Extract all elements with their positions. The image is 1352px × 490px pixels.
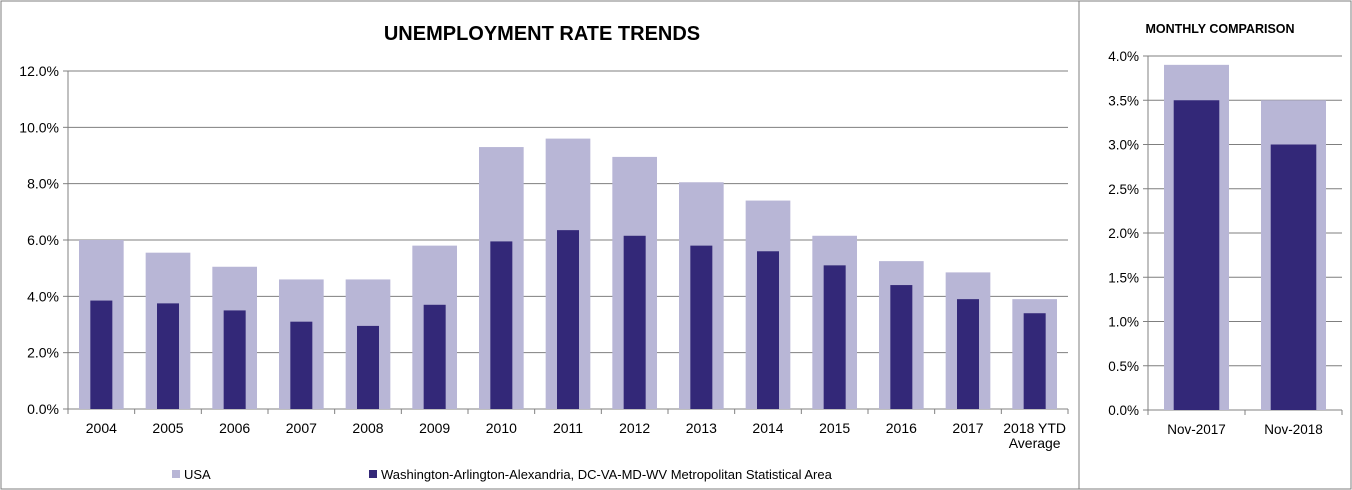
main-x-tick-label: 2016 [886,420,917,436]
monthly-y-axis-labels: 0.0% 0.5% 1.0% 1.5% 2.0% 2.5% 3.0% 3.5% 4.0% [1108,49,1139,418]
side-y-tick-label: 0.0% [1108,403,1139,418]
side-bar-metro [1173,100,1220,410]
left-panel-border [0,0,1080,490]
main-x-tick-label: 2005 [152,420,183,436]
main-y-axis-labels: 0.0% 2.0% 4.0% 6.0% 8.0% 10.0% 12.0% [19,63,59,417]
side-y-tick-label: 4.0% [1108,49,1139,64]
side-y-tick-label: 2.0% [1108,226,1139,241]
main-y-tick-label: 8.0% [27,176,59,192]
legend: USA Washington-Arlington-Alexandria, DC-… [172,467,833,482]
monthly-x-axis-labels: Nov-2017 Nov-2018 [1167,422,1323,437]
main-bar-metro [690,245,713,409]
main-x-tick-label: 2010 [486,420,517,436]
main-x-tick-label: 2013 [686,420,717,436]
main-x-tick-label: 2012 [619,420,650,436]
main-bar-metro [757,251,779,409]
main-x-tick-label: 2011 [553,420,583,436]
side-y-tick-label: 3.5% [1108,93,1139,108]
main-bar-metro [823,265,846,409]
main-bar-metro [357,325,379,409]
legend-metro-swatch [369,470,377,478]
monthly-bars [1164,64,1326,410]
main-x-tick-label: 2015 [819,420,850,436]
main-bar-metro [223,310,246,409]
main-y-tick-label: 10.0% [19,119,59,135]
main-bar-metro [957,299,979,409]
main-bars [79,138,1057,410]
main-x-tick-label: Average [1009,435,1061,451]
side-y-tick-label: 3.0% [1108,138,1139,153]
main-x-tick-label: 2009 [419,420,450,436]
main-x-tick-label: 2017 [952,420,983,436]
main-bar-metro [490,241,513,409]
main-y-tick-label: 2.0% [27,345,59,361]
main-y-tick-label: 4.0% [27,288,59,304]
main-bar-metro [623,235,646,409]
main-bar-metro [157,303,179,409]
main-bar-metro [423,304,446,409]
main-x-tick-label: 2004 [86,420,117,436]
main-bar-metro [890,285,913,409]
main-bar-metro [290,321,313,409]
main-x-tick-label: 2008 [352,420,383,436]
side-y-tick-label: 1.0% [1108,315,1139,330]
main-y-tick-label: 0.0% [27,401,59,417]
legend-usa-label: USA [184,467,211,482]
main-bar-metro [90,300,113,409]
main-chart-title: UNEMPLOYMENT RATE TRENDS [384,23,700,45]
side-x-tick-label: Nov-2018 [1264,422,1323,437]
main-y-tick-label: 6.0% [27,232,59,248]
main-x-tick-label: 2014 [752,420,783,436]
side-bar-metro [1270,144,1317,410]
side-x-tick-label: Nov-2017 [1167,422,1226,437]
main-bar-metro [557,230,579,409]
side-y-tick-label: 0.5% [1108,359,1139,374]
main-bar-metro [1023,313,1046,409]
main-x-axis-labels: 2004 2005 2006 2007 2008 2009 2010 2011 2012 2013… [86,420,1066,451]
side-y-tick-label: 2.5% [1108,182,1139,197]
legend-metro-label: Washington-Arlington-Alexandria, DC-VA-M… [381,467,833,482]
main-y-tick-label: 12.0% [19,63,59,79]
side-y-tick-label: 1.5% [1108,270,1139,285]
main-x-tick-label: 2018 YTD [1003,420,1066,436]
main-x-tick-label: 2007 [286,420,317,436]
legend-usa-swatch [172,470,180,478]
monthly-chart-title: MONTHLY COMPARISON [1145,22,1294,36]
main-x-tick-label: 2006 [219,420,250,436]
